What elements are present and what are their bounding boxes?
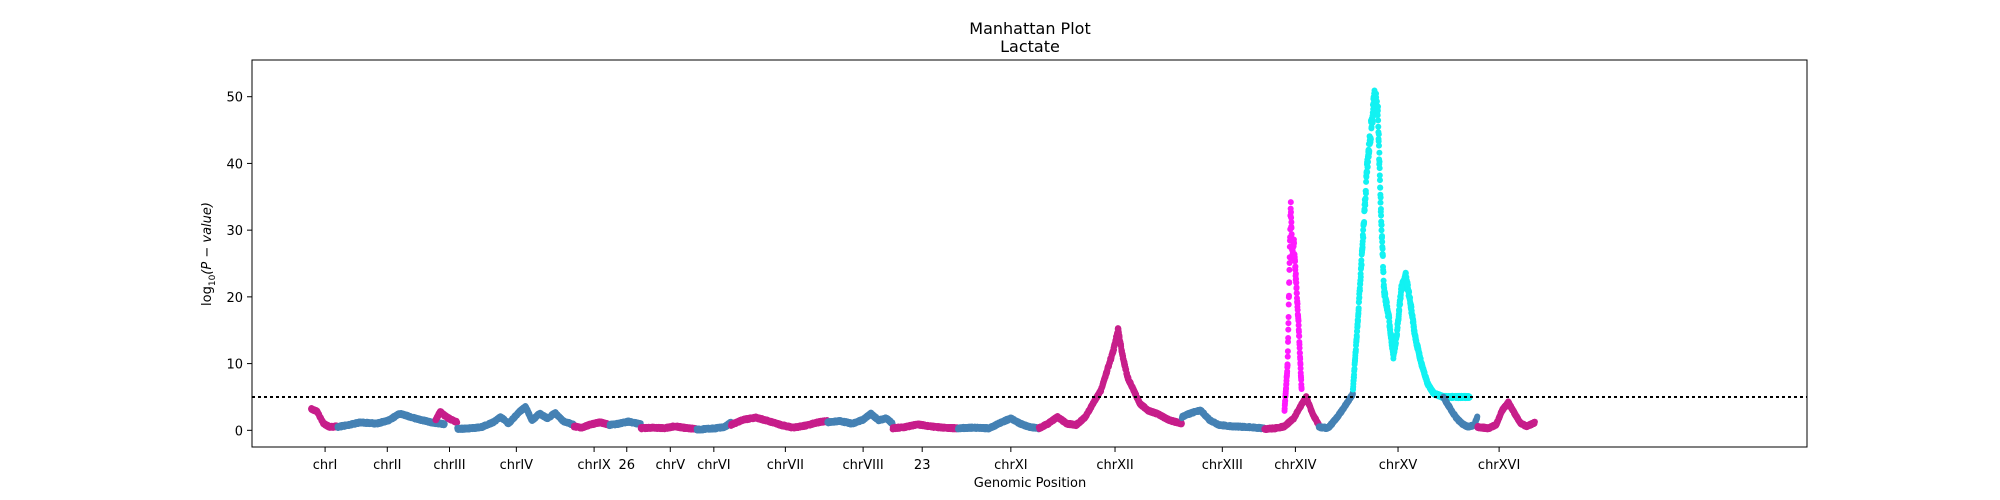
- series-chrXI: [954, 414, 1042, 433]
- series-chrVII: [727, 413, 831, 432]
- series-chrIX: [570, 418, 613, 432]
- plot-frame: [251, 59, 1808, 448]
- data-point: [441, 420, 448, 427]
- series-23: [889, 420, 961, 433]
- data-point: [454, 419, 461, 426]
- chart-subtitle: Lactate: [1000, 37, 1060, 56]
- series-chrV: [637, 422, 700, 434]
- series-chrVI: [693, 418, 734, 434]
- series-chrIV: [454, 403, 577, 433]
- chart-title: Manhattan Plot: [969, 19, 1090, 38]
- series-chrIII: [432, 408, 461, 426]
- series-chrII: [334, 410, 448, 431]
- series-chrVIII: [824, 409, 896, 428]
- data-points: [308, 87, 1538, 434]
